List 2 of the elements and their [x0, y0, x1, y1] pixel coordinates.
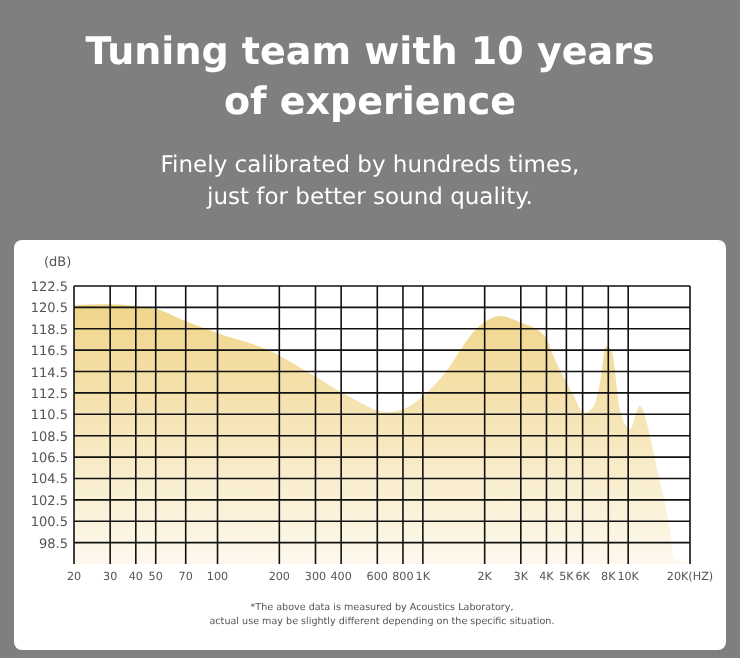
- chart-title: Tuning team with 10 years of experience: [85, 30, 655, 124]
- chart-subtitle: Finely calibrated by hundreds times, just for better sound quality.: [160, 150, 580, 210]
